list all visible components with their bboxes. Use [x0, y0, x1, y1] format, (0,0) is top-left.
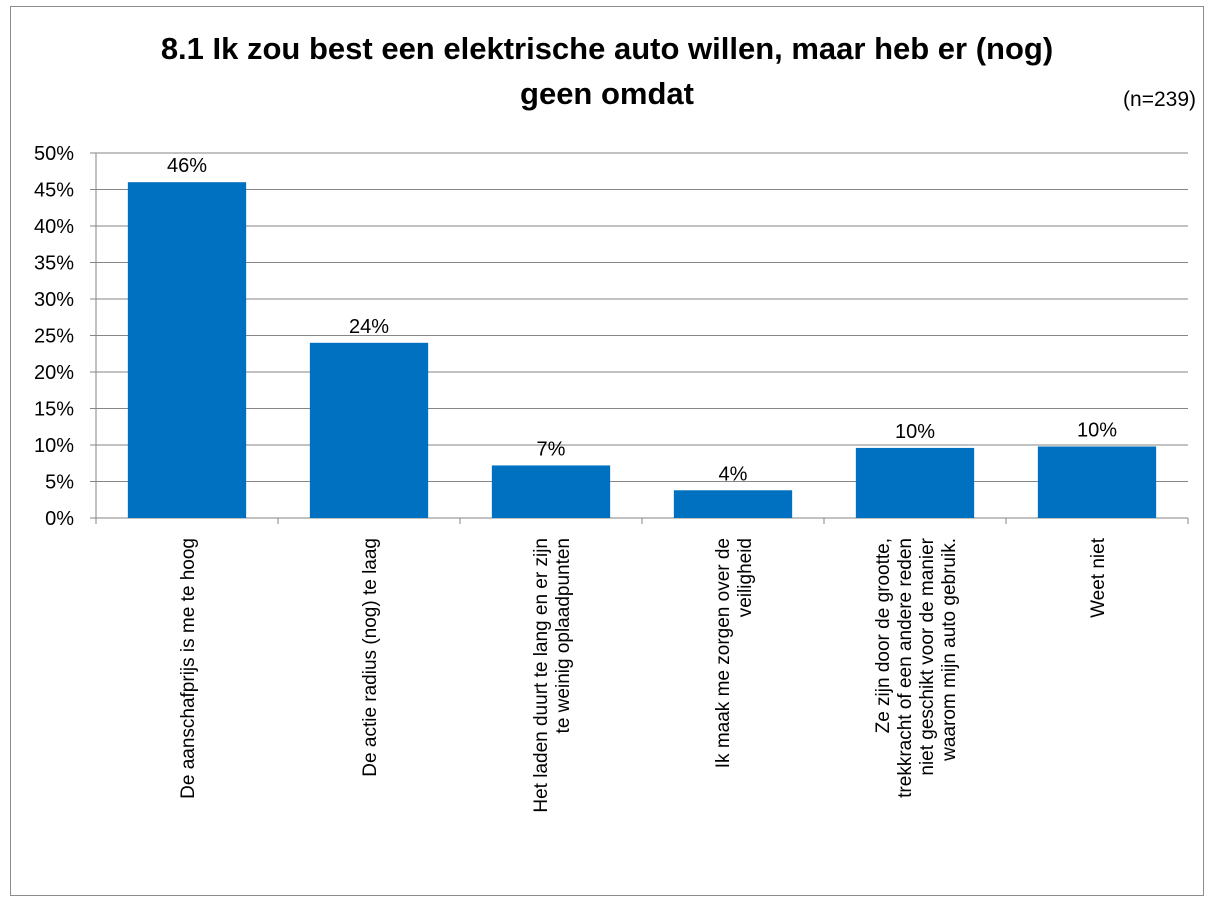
y-tick-label: 15% [34, 399, 74, 421]
data-label: 24% [349, 316, 389, 338]
x-category-label: Ze zijn door de grootte, trekkracht of ee… [873, 537, 960, 798]
chart-title-line-1: 8.1 Ik zou best een elektrische auto wil… [160, 31, 1054, 66]
bar [855, 447, 975, 518]
chart-title-line-2: geen omdat [520, 76, 694, 111]
data-label: 10% [1077, 419, 1117, 441]
y-tick-label: 45% [34, 180, 74, 202]
x-category-label-line: Het laden duurt te lang en er zijn [531, 538, 552, 813]
y-tick-label: 30% [34, 289, 74, 311]
x-category-label: Het laden duurt te lang en er zijn te wei… [531, 538, 574, 813]
data-label: 46% [167, 155, 207, 177]
x-category-label-line: Weet niet [1088, 537, 1109, 618]
y-tick-label: 5% [45, 472, 74, 494]
chart-title: 8.1 Ik zou best een elektrische auto wil… [10, 26, 1204, 116]
x-category-label: Ik maak me zorgen over de veiligheid [713, 538, 756, 768]
bar [491, 465, 611, 518]
bar [127, 182, 247, 518]
bar [673, 490, 793, 518]
bar [1037, 446, 1157, 518]
x-category-label-line: trekkracht of een andere reden [895, 538, 916, 798]
x-category-label: De aanschafprijs is me te hoog [178, 538, 199, 799]
x-category-label-line: te weinig oplaadpunten [553, 538, 574, 733]
x-category-label-line: veiligheid [735, 538, 756, 617]
y-tick-label: 50% [34, 143, 74, 165]
y-tick-label: 25% [34, 326, 74, 348]
data-label: 4% [719, 463, 748, 485]
x-category-label-line: De actie radius (nog) te laag [360, 538, 381, 777]
y-tick-label: 20% [34, 362, 74, 384]
bar [309, 342, 429, 518]
y-tick-label: 10% [34, 435, 74, 457]
y-tick-label: 0% [45, 508, 74, 530]
x-category-label: Weet niet [1088, 537, 1109, 618]
x-category-label: De actie radius (nog) te laag [360, 538, 381, 777]
x-category-label-line: Ik maak me zorgen over de [713, 538, 734, 768]
data-label: 7% [537, 438, 566, 460]
x-category-label-line: De aanschafprijs is me te hoog [178, 538, 199, 799]
x-category-label-line: niet geschikt voor de manier [917, 537, 938, 775]
y-tick-label: 40% [34, 216, 74, 238]
x-category-label-line: Ze zijn door de grootte, [873, 538, 894, 733]
data-label: 10% [895, 421, 935, 443]
sample-size-note: (n=239) [1123, 88, 1196, 111]
y-tick-label: 35% [34, 253, 74, 275]
x-category-label-line: waarom mijn auto gebruik. [939, 538, 960, 762]
